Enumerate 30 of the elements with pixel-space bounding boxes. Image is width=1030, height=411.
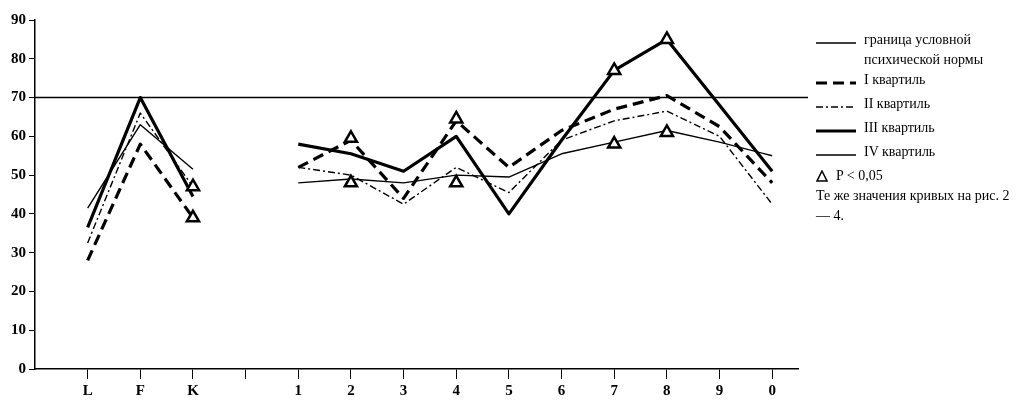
x-tick-label: 4 xyxy=(452,381,461,398)
x-tick-label: F xyxy=(135,381,145,398)
y-tick-label: 60 xyxy=(11,127,26,144)
legend-label: P < 0,05 xyxy=(836,167,883,185)
legend-label: граница условной психической нормы xyxy=(864,31,985,69)
legend-label: I квартиль xyxy=(864,71,926,89)
x-tick-label: 7 xyxy=(610,381,619,398)
y-tick-label: 40 xyxy=(11,204,26,221)
y-tick-label: 70 xyxy=(11,88,26,105)
x-tick-label: 5 xyxy=(505,381,513,398)
x-tick-label: K xyxy=(187,381,200,398)
x-tick-label: 3 xyxy=(399,381,408,398)
x-tick-label: L xyxy=(82,381,93,398)
y-tick-label: 80 xyxy=(11,49,26,66)
y-tick-label: 90 xyxy=(11,10,26,27)
y-tick-label: 50 xyxy=(11,165,26,182)
x-tick-label: 1 xyxy=(294,381,303,398)
x-tick-label: 6 xyxy=(557,381,566,398)
y-tick-label: 0 xyxy=(18,359,26,376)
y-tick-label: 10 xyxy=(11,321,26,338)
x-tick-label: 0 xyxy=(768,381,776,398)
legend-label: III квартиль xyxy=(864,119,935,137)
legend-label: II квартиль xyxy=(864,95,931,113)
y-tick-label: 30 xyxy=(11,243,26,260)
legend-label: IV квартиль xyxy=(864,143,936,161)
annotation: Те же значения кривых на рис. 2— 4. xyxy=(816,187,1011,225)
x-tick-label: 9 xyxy=(715,381,724,398)
x-tick-label: 8 xyxy=(663,381,671,398)
x-tick-label: 2 xyxy=(347,381,355,398)
y-tick-label: 20 xyxy=(11,282,26,299)
